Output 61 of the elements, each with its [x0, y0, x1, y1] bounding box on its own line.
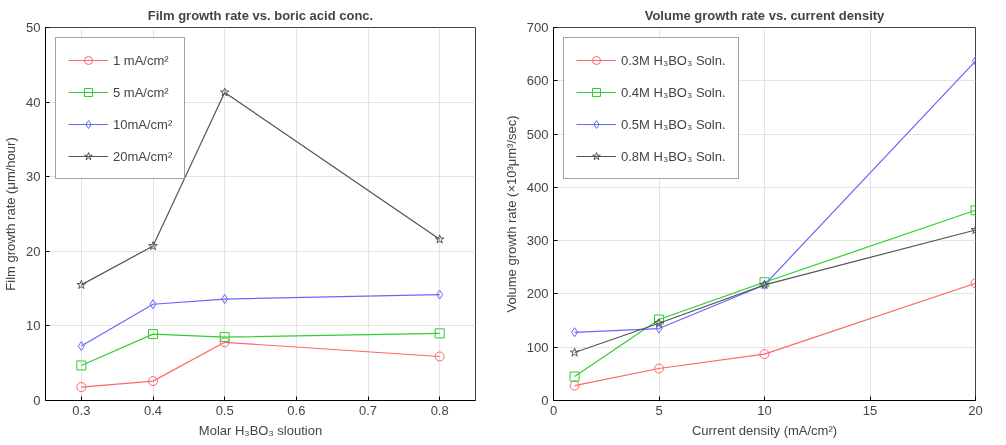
y-axis-title: Volume growth rate (×10³μm³/sec) — [503, 115, 519, 313]
x-tick-label: 15 — [862, 402, 878, 418]
x-tick-label: 0.7 — [358, 402, 378, 418]
y-tick-label: 700 — [526, 20, 549, 35]
y-tick-label: 400 — [526, 179, 549, 195]
point — [654, 318, 664, 328]
point — [149, 299, 157, 310]
legend-label: 0.5M H₃BO₃ Soln. — [621, 116, 726, 132]
point — [436, 289, 444, 300]
x-tick-label: 0.3 — [72, 402, 91, 418]
chart-title: Volume growth rate vs. current density — [644, 7, 886, 23]
x-tick-label: 0.8 — [430, 402, 449, 418]
y-tick-label: 100 — [526, 339, 549, 355]
point — [569, 380, 580, 391]
point — [219, 332, 230, 343]
y-tick-label: 40 — [26, 94, 41, 110]
x-tick-label: 10 — [757, 402, 772, 418]
x-tick-label: 20 — [968, 402, 983, 418]
legend-label: 0.8M H₃BO₃ Soln. — [621, 148, 726, 164]
point — [148, 376, 158, 387]
point — [76, 279, 87, 290]
point — [221, 294, 229, 305]
y-tick-label: 500 — [526, 126, 549, 142]
y-tick-label: 200 — [526, 286, 549, 302]
x-tick-label: 0.6 — [287, 402, 306, 418]
point — [434, 351, 445, 362]
point — [434, 328, 445, 339]
y-tick-label: 300 — [526, 233, 549, 249]
point — [219, 87, 230, 97]
point — [77, 341, 85, 352]
point — [654, 363, 664, 374]
point — [76, 382, 87, 393]
point — [759, 349, 770, 360]
point — [654, 314, 664, 325]
x-axis-title: Current density (mA/cm²) — [691, 422, 838, 438]
y-axis-title: Film growth rate (μm/hour) — [3, 137, 19, 291]
legend-label: 5 mA/cm² — [113, 84, 169, 100]
x-axis-title: Molar H₃BO₃ sloution — [198, 422, 323, 438]
point — [571, 327, 579, 338]
y-tick-label: 50 — [26, 20, 41, 35]
point — [655, 323, 663, 334]
x-tick-label: 0.4 — [143, 402, 163, 418]
y-tick-label: 20 — [26, 243, 41, 259]
x-tick-label: 5 — [655, 402, 663, 418]
point — [148, 329, 158, 340]
y-tick-label: 10 — [26, 318, 41, 334]
point — [219, 337, 230, 348]
y-tick-label: 600 — [526, 73, 549, 89]
chart-title: Film growth rate vs. boric acid conc. — [147, 7, 374, 23]
point — [569, 371, 580, 382]
point — [148, 241, 158, 251]
legend-label: 0.4M H₃BO₃ Soln. — [621, 84, 726, 100]
point — [76, 360, 87, 371]
legend-label: 1 mA/cm² — [113, 52, 169, 68]
legend-label: 0.3M H₃BO₃ Soln. — [621, 52, 726, 68]
legend-label: 20mA/cm² — [113, 148, 173, 164]
point — [569, 347, 580, 357]
x-tick-label: 0.5 — [215, 402, 234, 418]
point — [434, 234, 445, 244]
legend-label: 10mA/cm² — [113, 116, 173, 132]
y-tick-label: 30 — [26, 169, 41, 185]
